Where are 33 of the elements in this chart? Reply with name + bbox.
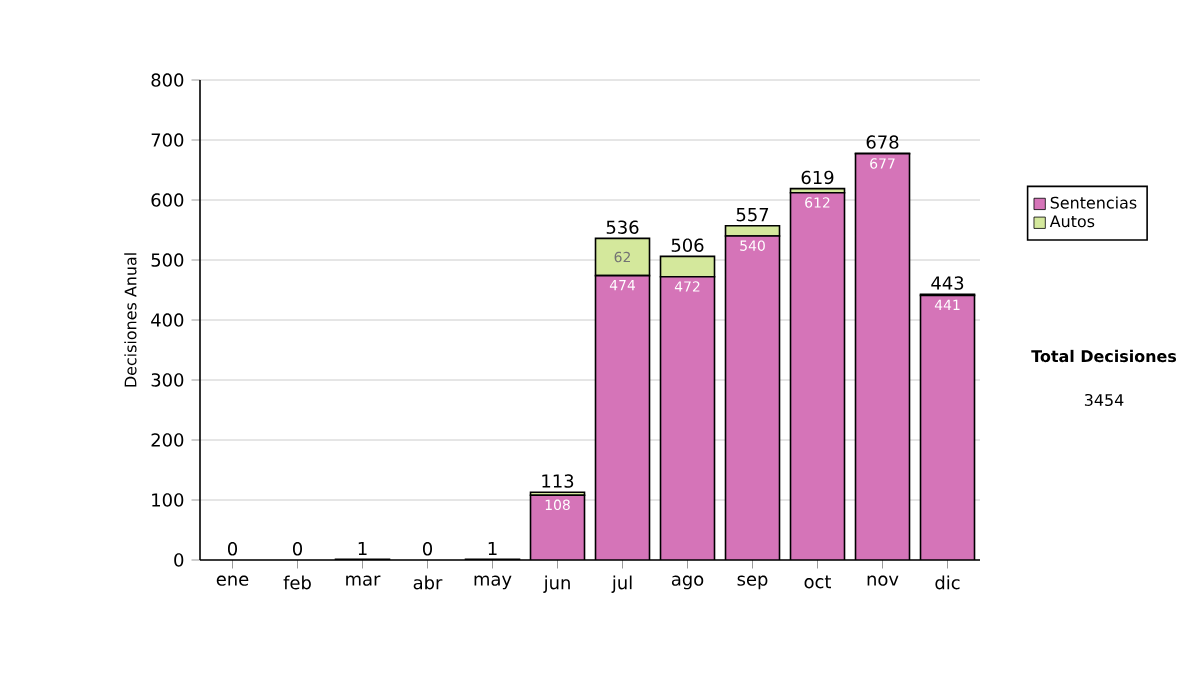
- y-tick-label: 500: [151, 253, 184, 267]
- total-label: 1: [358, 541, 367, 556]
- total-label: 0: [292, 542, 303, 556]
- y-tick-label: 700: [151, 133, 184, 147]
- y-tick-label: 400: [151, 313, 184, 327]
- total-label: 536: [606, 220, 639, 235]
- x-tick-label: dic: [935, 575, 960, 590]
- x-tick-label: ene: [216, 575, 249, 586]
- x-tick-label: may: [474, 575, 512, 590]
- y-tick-label: 100: [152, 493, 184, 507]
- total-label: 1: [488, 541, 497, 556]
- x-tick-label: oct: [804, 575, 832, 589]
- total-label: 0: [422, 542, 433, 556]
- total-label: 506: [671, 238, 704, 253]
- x-tick-label: feb: [283, 575, 311, 590]
- y-tick-label: 200: [151, 433, 184, 447]
- total-label: 113: [542, 474, 574, 488]
- x-tick-label: mar: [346, 575, 381, 586]
- total-label: 619: [801, 170, 834, 185]
- x-tick-label: sep: [737, 575, 768, 590]
- y-tick-label: 0: [174, 553, 184, 567]
- x-tick-label: jun: [543, 575, 570, 593]
- x-tick-label: nov: [867, 575, 899, 586]
- total-label: 0: [227, 542, 238, 556]
- y-tick-label: 300: [151, 373, 184, 387]
- total-label: 678: [866, 135, 899, 149]
- total-label: 443: [931, 276, 964, 290]
- x-tick-label: abr: [413, 575, 443, 590]
- y-tick-label: 600: [151, 193, 184, 207]
- x-tick-label: ago: [671, 575, 704, 590]
- y-tick-label: 800: [151, 73, 184, 87]
- total-label: 557: [736, 208, 769, 222]
- x-tick-label: jul: [611, 575, 632, 593]
